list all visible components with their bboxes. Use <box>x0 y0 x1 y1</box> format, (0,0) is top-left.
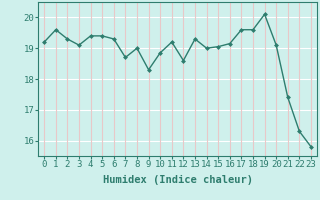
X-axis label: Humidex (Indice chaleur): Humidex (Indice chaleur) <box>103 175 252 185</box>
